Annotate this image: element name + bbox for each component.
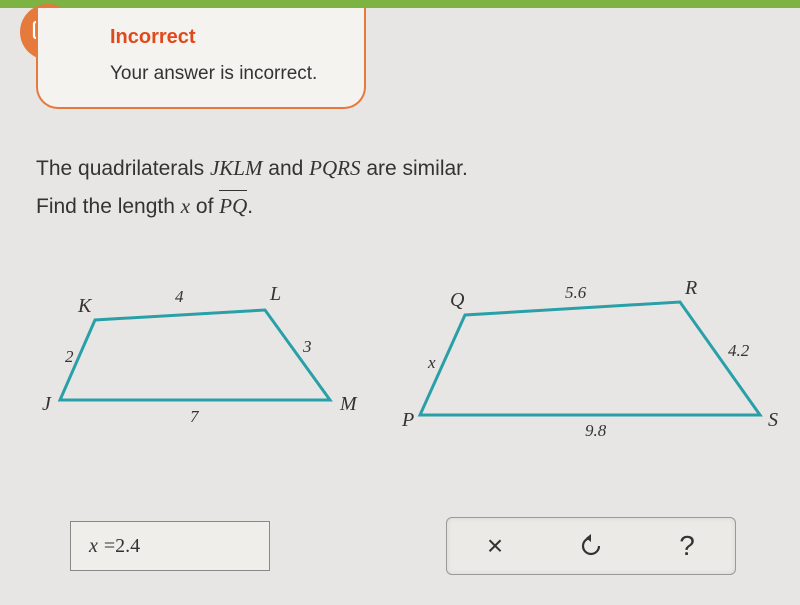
svg-text:2: 2 [65,347,74,366]
variable-x: x [181,194,190,218]
question-text-fragment: are similar. [360,157,467,180]
svg-text:5.6: 5.6 [565,283,587,302]
diagram-svg: J K L M 2 4 3 7 P Q R Sx 5.6 4.2 9.8 [0,270,800,470]
svg-text:M: M [339,393,358,415]
reset-button[interactable] [566,524,616,568]
segment-pq: PQ [219,194,247,218]
svg-text:R: R [684,277,697,299]
feedback-panel: Incorrect Your answer is incorrect. [36,8,366,109]
svg-text:J: J [42,393,52,415]
question-text-fragment: . [247,195,253,218]
question-line-1: The quadrilaterals JKLM and PQRS are sim… [36,150,764,188]
answer-variable: x [89,535,98,558]
question-text-fragment: The quadrilaterals [36,157,210,180]
svg-text:x: x [427,353,436,372]
question-text-fragment: Find the length [36,195,181,218]
answer-equals: = [104,535,115,558]
top-accent-bar [0,0,800,8]
svg-text:4.2: 4.2 [728,341,750,360]
svg-text:P: P [401,409,414,431]
question-text-fragment: of [190,195,219,218]
feedback-text: Your answer is incorrect. [110,63,344,85]
svg-text:S: S [768,409,778,431]
quadrilateral-jklm [60,310,330,400]
labels-jklm: J K L M 2 4 3 7 [42,283,358,426]
help-button[interactable]: ? [662,524,712,568]
svg-text:L: L [269,283,281,305]
answer-value: 2.4 [115,535,140,558]
question-text-fragment: and [262,157,309,180]
svg-text:Q: Q [450,289,465,311]
answer-display: x = 2.4 [70,521,270,571]
feedback-title: Incorrect [110,26,344,49]
controls-panel: × ? [446,517,736,575]
question-text: The quadrilaterals JKLM and PQRS are sim… [36,150,764,226]
svg-text:K: K [77,295,93,317]
quadrilateral-name-2: PQRS [309,156,360,180]
reset-icon [577,532,605,560]
quadrilateral-name-1: JKLM [210,156,263,180]
svg-text:3: 3 [302,337,312,356]
question-line-2: Find the length x of PQ. [36,188,764,226]
close-button[interactable]: × [470,524,520,568]
svg-text:9.8: 9.8 [585,421,607,440]
svg-text:7: 7 [190,407,200,426]
quadrilateral-pqrs [420,302,760,415]
svg-text:4: 4 [175,287,184,306]
